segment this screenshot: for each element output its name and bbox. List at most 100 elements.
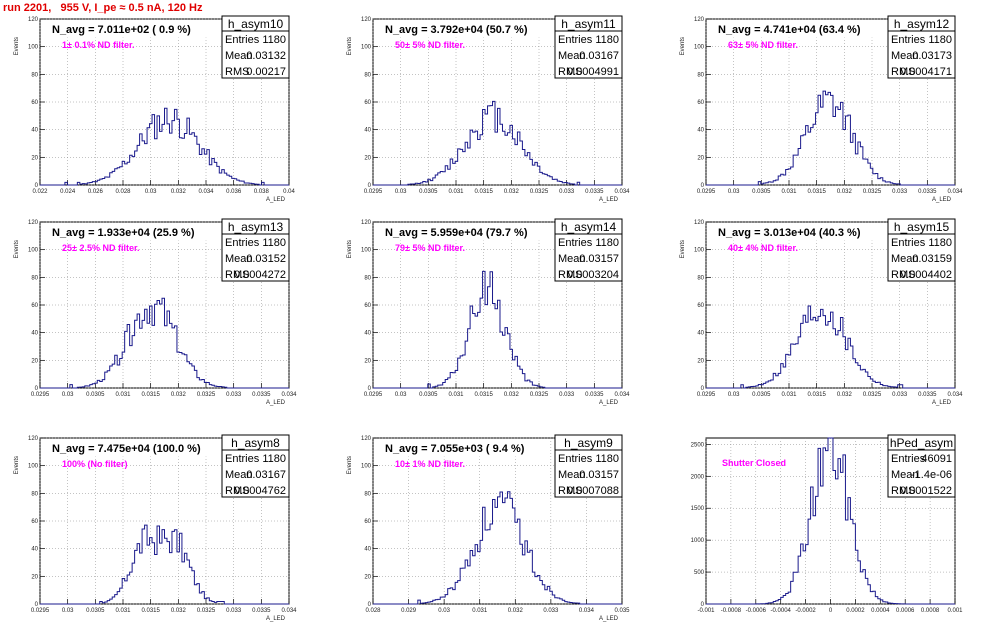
stats-box — [887, 434, 956, 498]
y-tick-label: 120 — [361, 220, 372, 226]
filter-label: 50± 5% ND filter. — [395, 40, 465, 50]
x-tick-label: 0.0335 — [918, 189, 937, 195]
x-tick-label: 0.0305 — [419, 189, 438, 195]
y-tick-label: 20 — [31, 358, 38, 364]
x-tick-label: 0.031 — [115, 392, 131, 398]
plot-title: N_avg = 3.792e+04 (50.7 %) — [385, 24, 528, 36]
y-tick-label: 100 — [28, 464, 39, 470]
x-tick-label: 0.0325 — [530, 189, 549, 195]
x-tick-label: 0.033 — [559, 392, 575, 398]
plot-title: N_avg = 5.959e+04 (79.7 %) — [385, 227, 528, 239]
x-tick-label: 0.0315 — [141, 392, 160, 398]
y-tick-label: 0 — [35, 602, 39, 608]
stats-box — [221, 434, 290, 498]
y-axis-label: Events — [14, 456, 20, 474]
stats-name: h_asym9 — [564, 436, 613, 450]
stat-key: Mean — [225, 50, 253, 62]
x-tick-label: 0.033 — [226, 392, 242, 398]
x-tick-label: 0.04 — [283, 189, 295, 195]
x-tick-label: 0.03 — [728, 392, 740, 398]
stats-box — [887, 15, 956, 79]
stats-box — [887, 218, 956, 282]
stat-key: Mean — [891, 253, 919, 265]
x-tick-label: 0.0002 — [846, 608, 865, 614]
plot-title: N_avg = 7.475e+04 (100.0 %) — [52, 443, 201, 455]
y-tick-label: 0 — [701, 183, 705, 189]
x-tick-label: 0.033 — [226, 608, 242, 614]
x-tick-label: 0.03 — [145, 189, 157, 195]
stat-key: Mean — [891, 469, 919, 481]
x-tick-label: 0.03 — [62, 392, 74, 398]
title-box — [43, 20, 215, 38]
x-tick-label: 0.032 — [171, 392, 187, 398]
stat-key: RMS — [225, 269, 249, 281]
histogram-line — [40, 524, 289, 605]
plot-title: N_avg = 4.741e+04 (63.4 %) — [718, 24, 861, 36]
y-axis-label: Events — [347, 240, 353, 258]
y-tick-label: 60 — [31, 303, 38, 309]
histogram-h_asym13: 0.0295 0.03 0.0305 0.031 0.0315 0.032 0.0325 0.… — [14, 218, 297, 406]
stat-value: 0.03157 — [579, 469, 619, 481]
y-tick-label: 1000 — [691, 538, 705, 544]
stat-value: 1180 — [262, 237, 286, 249]
x-tick-label: -0.0008 — [721, 608, 742, 614]
stat-value: 0.0001522 — [900, 485, 952, 497]
stat-value: 0.03132 — [246, 50, 286, 62]
x-tick-label: 0.033 — [543, 608, 559, 614]
x-tick-label: 0.032 — [837, 392, 853, 398]
histogram-line — [373, 491, 622, 605]
histogram-line — [373, 270, 622, 389]
stat-value: 0.0004991 — [567, 66, 619, 78]
y-tick-label: 2000 — [691, 474, 705, 480]
y-tick-label: 20 — [697, 358, 704, 364]
stat-key: Entries — [891, 34, 926, 46]
filter-label: 10± 1% ND filter. — [395, 459, 465, 469]
x-tick-label: 0.03 — [395, 392, 407, 398]
y-tick-label: 60 — [697, 100, 704, 106]
stat-key: Mean — [225, 253, 253, 265]
x-tick-label: 0.0295 — [31, 608, 50, 614]
y-tick-label: 80 — [364, 491, 371, 497]
x-tick-label: 0.001 — [947, 608, 963, 614]
x-tick-label: 0.034 — [614, 392, 630, 398]
x-tick-label: 0.028 — [115, 189, 131, 195]
x-tick-label: 0.034 — [281, 608, 297, 614]
y-tick-label: 40 — [364, 547, 371, 553]
x-tick-label: 0.0305 — [86, 392, 105, 398]
x-tick-label: 0.022 — [32, 189, 48, 195]
x-tick-label: 0.032 — [171, 189, 187, 195]
x-tick-label: -0.001 — [697, 608, 715, 614]
stat-key: RMS — [558, 485, 582, 497]
y-tick-label: 1500 — [691, 506, 705, 512]
y-tick-label: 80 — [31, 72, 38, 78]
y-tick-label: 80 — [31, 275, 38, 281]
stat-key: RMS — [891, 66, 915, 78]
stat-value: 0.0003204 — [567, 269, 619, 281]
x-tick-label: 0.0315 — [807, 189, 826, 195]
stats-box — [554, 15, 623, 79]
x-tick-label: 0.034 — [947, 189, 963, 195]
y-tick-label: 40 — [364, 128, 371, 134]
x-tick-label: 0.0004 — [871, 608, 890, 614]
stat-key: RMS — [558, 66, 582, 78]
stat-key: RMS — [225, 485, 249, 497]
stat-key: Entries — [225, 453, 260, 465]
y-tick-label: 0 — [701, 602, 705, 608]
x-tick-label: 0.03 — [438, 608, 450, 614]
stats-name: hPed_asym — [890, 436, 953, 450]
stats-name: h_asym13 — [228, 220, 284, 234]
stat-value: 0.0004171 — [900, 66, 952, 78]
y-tick-label: 60 — [364, 519, 371, 525]
x-tick-label: 0.031 — [115, 608, 131, 614]
y-tick-label: 0 — [35, 183, 39, 189]
plot-title: N_avg = 1.933e+04 (25.9 %) — [52, 227, 195, 239]
y-axis-label: Events — [680, 240, 686, 258]
y-tick-label: 0 — [35, 386, 39, 392]
x-tick-label: 0.038 — [254, 189, 270, 195]
filter-label: 1± 0.1% ND filter. — [62, 40, 134, 50]
stats-box — [221, 15, 290, 79]
stats-name: h_asym12 — [894, 17, 950, 31]
title-box — [709, 223, 881, 241]
y-tick-label: 100 — [361, 464, 372, 470]
y-tick-label: 60 — [364, 303, 371, 309]
